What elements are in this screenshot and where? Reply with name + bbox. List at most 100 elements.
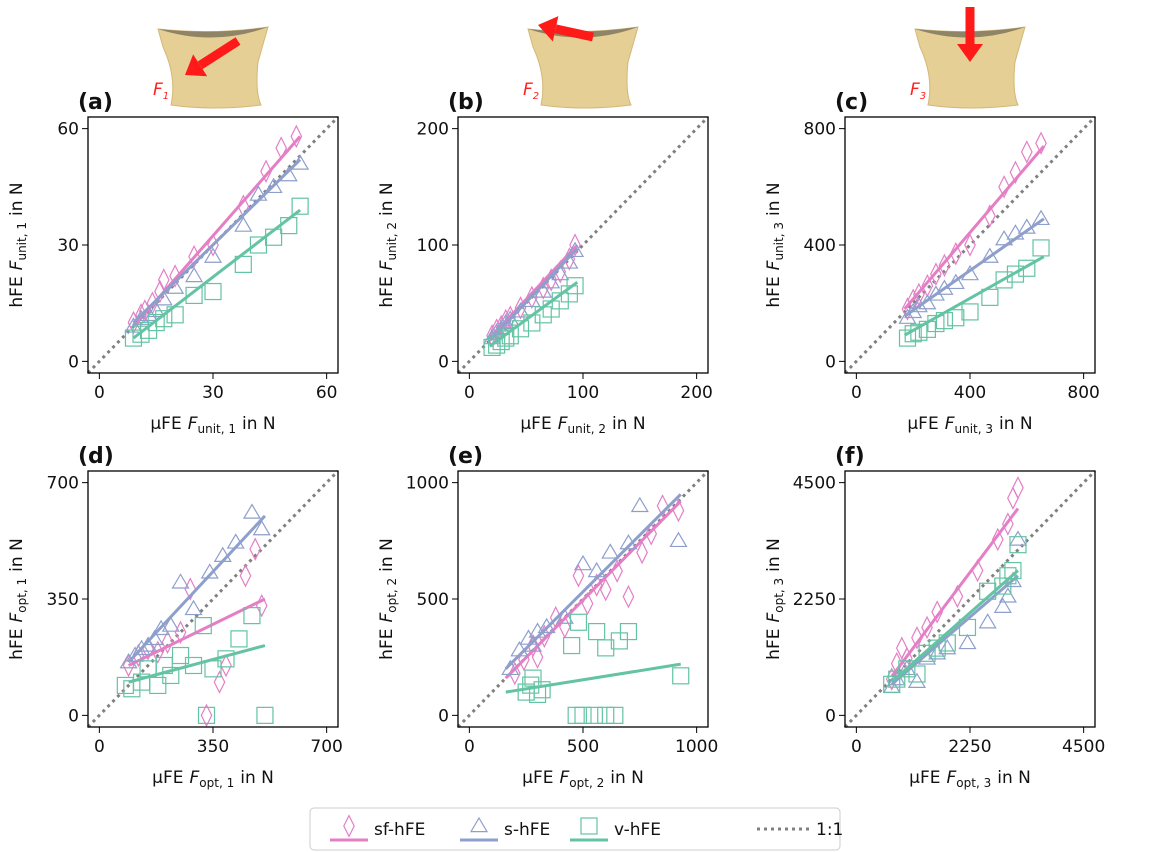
marker-triangle [511, 302, 530, 318]
legend-label: 1:1 [816, 820, 843, 840]
marker-diamond [938, 253, 951, 278]
marker-diamond [964, 233, 976, 257]
marker-square [185, 286, 203, 305]
marker-square [566, 277, 584, 295]
marker-diamond [169, 264, 181, 288]
y-tick-label: 0 [825, 706, 836, 726]
marker-triangle [242, 503, 262, 519]
label-unit: in N [377, 182, 397, 216]
label-text: hFE [377, 276, 397, 307]
y-tick-label: 0 [438, 352, 449, 372]
x-tick-label: 700 [310, 737, 342, 757]
marker-square [938, 634, 956, 652]
panel-label: (f) [835, 444, 865, 469]
marker-diamond [1002, 512, 1014, 536]
x-tick-label: 2250 [948, 737, 991, 757]
label-subscript: opt, 3 [772, 578, 786, 613]
label-symbol: F [190, 768, 200, 788]
y-tick-label: 350 [47, 590, 79, 610]
marker-square [888, 670, 906, 688]
marker-square [116, 676, 134, 695]
label-symbol: F [7, 613, 27, 623]
x-tick-label: 4500 [1062, 737, 1105, 757]
x-tick-label: 350 [197, 737, 229, 757]
marker-triangle [1008, 530, 1028, 546]
marker-diamond [290, 124, 303, 149]
marker-diamond [656, 494, 669, 518]
y-axis-label: hFE Funit, 1 in N [7, 182, 29, 307]
force-arrow [197, 37, 241, 70]
marker-square [483, 338, 501, 356]
marker-square [1006, 265, 1025, 283]
panel-label: (e) [448, 444, 483, 469]
label-symbol: F [377, 260, 397, 270]
label-unit: in N [997, 768, 1031, 788]
x-tick-label: 400 [954, 383, 986, 403]
marker-triangle [185, 266, 204, 283]
marker-triangle [898, 308, 917, 324]
marker-square [1009, 536, 1027, 554]
y-axis-label: hFE Fopt, 3 in N [764, 538, 786, 660]
y-tick-label: 500 [417, 590, 449, 610]
label-symbol: F [560, 768, 570, 788]
marker-triangle [938, 638, 957, 655]
marker-diamond [991, 527, 1004, 552]
marker-square [597, 706, 615, 724]
marker-square [291, 197, 309, 215]
label-subscript: opt, 2 [569, 776, 604, 790]
marker-diamond [255, 593, 268, 618]
force-arrowhead [957, 44, 983, 62]
marker-square [567, 706, 585, 724]
label-text: μFE [907, 414, 938, 434]
marker-square [619, 622, 638, 641]
panel-label: (d) [78, 444, 114, 469]
marker-triangle [978, 613, 997, 629]
x-axis-label: μFE Funit, 2 in N [520, 414, 645, 436]
fit-line [504, 500, 682, 680]
panel: (f) 0 2250 4500 0 2250 4500 μFE Fopt, 3 in N hFE Fo… [764, 444, 1105, 790]
marker-triangle [234, 216, 253, 232]
marker-triangle [264, 177, 283, 194]
marker-square [981, 288, 999, 306]
label-symbol: F [764, 260, 784, 270]
marker-square [234, 255, 252, 273]
fit-line [903, 255, 1045, 337]
x-tick-label: 800 [1067, 383, 1099, 403]
marker-diamond [161, 630, 174, 654]
marker-square [947, 309, 965, 327]
label-unit: in N [999, 414, 1033, 434]
marker-diamond [1009, 160, 1022, 185]
y-axis-label: hFE Funit, 3 in N [764, 182, 786, 307]
fit-line [127, 514, 267, 664]
label-subscript: opt, 1 [15, 578, 29, 613]
y-tick-label: 30 [57, 236, 79, 256]
y-axis-label: hFE Fopt, 2 in N [377, 538, 399, 660]
legend: sf-hFE s-hFE v-hFE 1:1 [309, 807, 843, 851]
marker-square [497, 329, 515, 347]
force-subscript: 2 [533, 91, 539, 102]
fit-line [903, 217, 1045, 318]
y-tick-label: 0 [68, 352, 79, 372]
marker-triangle [907, 672, 927, 688]
identity-line [843, 469, 1097, 729]
marker-diamond [599, 577, 612, 602]
x-axis-label: μFE Fopt, 1 in N [152, 768, 274, 790]
x-tick-label: 0 [94, 383, 105, 403]
x-tick-label: 100 [567, 383, 599, 403]
identity-line [843, 115, 1097, 375]
label-symbol: F [558, 414, 568, 434]
legend-label: sf-hFE [374, 820, 425, 840]
label-symbol: F [377, 613, 397, 623]
x-axis-label: μFE Fopt, 2 in N [522, 768, 644, 790]
marker-square [574, 706, 592, 724]
bone-icon [157, 26, 269, 109]
marker-triangle [565, 241, 585, 258]
force-arrowhead [185, 54, 208, 77]
marker-diamond [890, 651, 903, 676]
label-unit: in N [240, 768, 274, 788]
force-symbol: F [910, 80, 920, 100]
marker-diamond [213, 670, 226, 694]
marker-diamond [998, 175, 1010, 199]
marker-triangle [469, 816, 489, 833]
